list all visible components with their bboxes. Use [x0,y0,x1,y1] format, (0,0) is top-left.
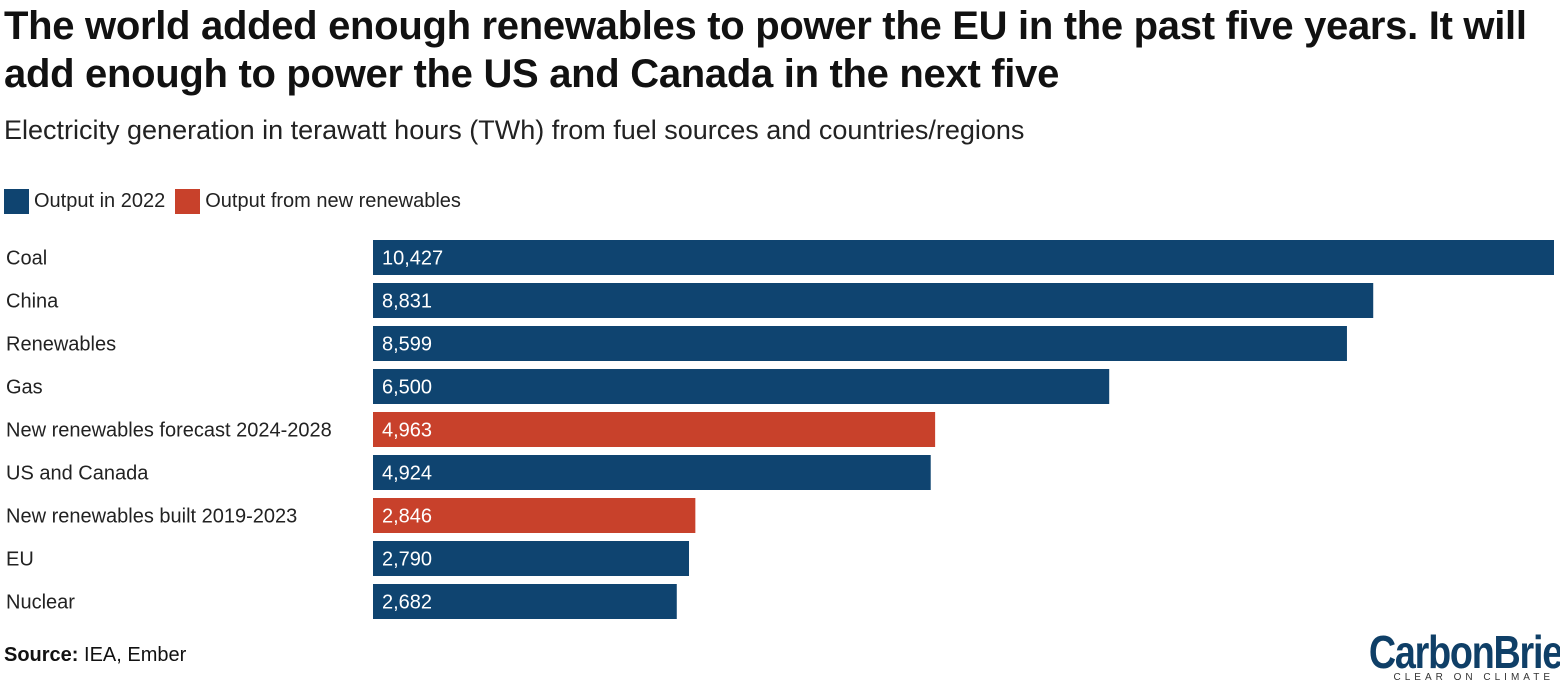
chart-title: The world added enough renewables to pow… [4,4,1527,96]
legend-swatch-new-renewables [175,189,201,214]
bar-value-label: 8,599 [382,334,432,356]
category-label: Gas [6,377,43,399]
bar-value-label: 2,790 [382,549,432,571]
logo-tagline: CLEAR ON CLIMATE [1393,672,1554,683]
bar [373,498,696,533]
category-label: Nuclear [6,592,75,614]
legend-label-new-renewables: Output from new renewables [205,190,461,212]
category-label: US and Canada [6,463,149,485]
bar-value-label: 2,682 [382,592,432,614]
category-label: China [6,291,59,313]
chart-subtitle: Electricity generation in terawatt hours… [4,115,1025,145]
bar [373,240,1554,275]
category-label: New renewables built 2019-2023 [6,506,297,528]
legend-label-output-2022: Output in 2022 [34,190,166,212]
legend-swatch-output-2022 [4,189,29,214]
bar-value-label: 6,500 [382,377,432,399]
bar [373,369,1110,404]
bar-value-label: 4,924 [382,463,432,485]
bar-chart: Coal 10,427 China 8,831 Renewables 8,599 Gas 6,… [6,240,1554,619]
bar-value-label: 4,963 [382,420,432,442]
bar-value-label: 8,831 [382,291,432,313]
legend-item-output-2022: Output in 2022 [4,189,165,214]
source-label: Source: [4,644,79,666]
category-label: Coal [6,248,47,270]
category-label: Renewables [6,334,116,356]
legend-item-new-renewables: Output from new renewables [175,189,461,214]
source-text: IEA, Ember [84,644,187,666]
source-note: Source: IEA, Ember [4,644,186,667]
bar [373,283,1374,318]
bar-value-label: 2,846 [382,506,432,528]
category-label: EU [6,549,34,571]
carbonbrief-logo: CarbonBrief CLEAR ON CLIMATE [1324,628,1560,683]
category-label: New renewables forecast 2024-2028 [6,420,332,442]
bar [373,541,690,576]
bar [373,584,677,619]
legend: Output in 2022 Output from new renewable… [4,189,471,214]
bar-value-label: 10,427 [382,248,443,270]
bar [373,455,931,490]
logo-wordmark: CarbonBrief [1368,626,1560,678]
bar [373,326,1347,361]
bar [373,412,936,447]
